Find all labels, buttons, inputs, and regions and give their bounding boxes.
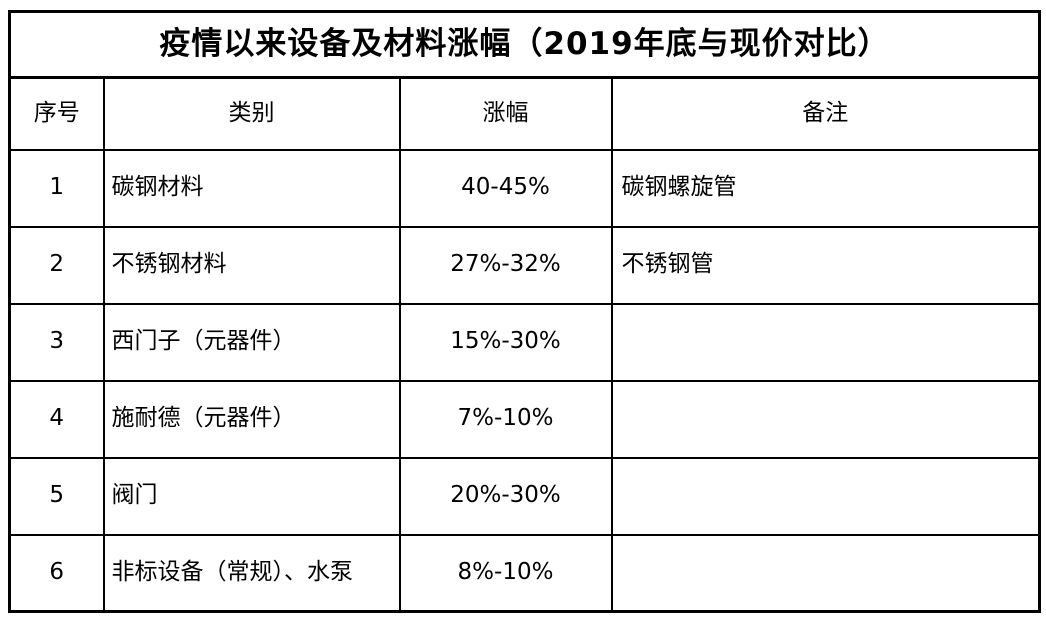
cell-remark: 碳钢螺旋管 [610, 148, 1041, 228]
header-category: 类别 [102, 76, 401, 151]
table-row: 2 不锈钢材料 27%-32% 不锈钢管 [8, 225, 1041, 305]
cell-remark [610, 379, 1041, 459]
cell-increase: 15%-30% [398, 302, 613, 382]
cell-remark [610, 533, 1041, 613]
header-increase: 涨幅 [398, 76, 613, 151]
cell-increase: 7%-10% [398, 379, 613, 459]
cell-no: 2 [8, 225, 105, 305]
cell-category: 西门子（元器件） [102, 302, 401, 382]
cell-increase: 8%-10% [398, 533, 613, 613]
table-header-row: 序号 类别 涨幅 备注 [8, 76, 1041, 151]
table-row: 5 阀门 20%-30% [8, 456, 1041, 536]
cell-no: 5 [8, 456, 105, 536]
table-title: 疫情以来设备及材料涨幅（2019年底与现价对比） [8, 10, 1041, 79]
cell-increase: 40-45% [398, 148, 613, 228]
header-no: 序号 [8, 76, 105, 151]
cell-category: 阀门 [102, 456, 401, 536]
cell-no: 4 [8, 379, 105, 459]
table-title-row: 疫情以来设备及材料涨幅（2019年底与现价对比） [8, 10, 1041, 79]
table-row: 6 非标设备（常规）、水泵 8%-10% [8, 533, 1041, 613]
cell-category: 不锈钢材料 [102, 225, 401, 305]
cell-category: 施耐德（元器件） [102, 379, 401, 459]
cell-no: 6 [8, 533, 105, 613]
cell-increase: 20%-30% [398, 456, 613, 536]
cell-no: 3 [8, 302, 105, 382]
cell-increase: 27%-32% [398, 225, 613, 305]
cell-category: 非标设备（常规）、水泵 [102, 533, 401, 613]
cell-remark: 不锈钢管 [610, 225, 1041, 305]
cell-remark [610, 302, 1041, 382]
price-increase-table: 疫情以来设备及材料涨幅（2019年底与现价对比） 序号 类别 涨幅 备注 1 碳… [8, 10, 1042, 613]
header-remark: 备注 [610, 76, 1041, 151]
cell-no: 1 [8, 148, 105, 228]
table-row: 3 西门子（元器件） 15%-30% [8, 302, 1041, 382]
cell-remark [610, 456, 1041, 536]
table-row: 1 碳钢材料 40-45% 碳钢螺旋管 [8, 148, 1041, 228]
cell-category: 碳钢材料 [102, 148, 401, 228]
table-row: 4 施耐德（元器件） 7%-10% [8, 379, 1041, 459]
